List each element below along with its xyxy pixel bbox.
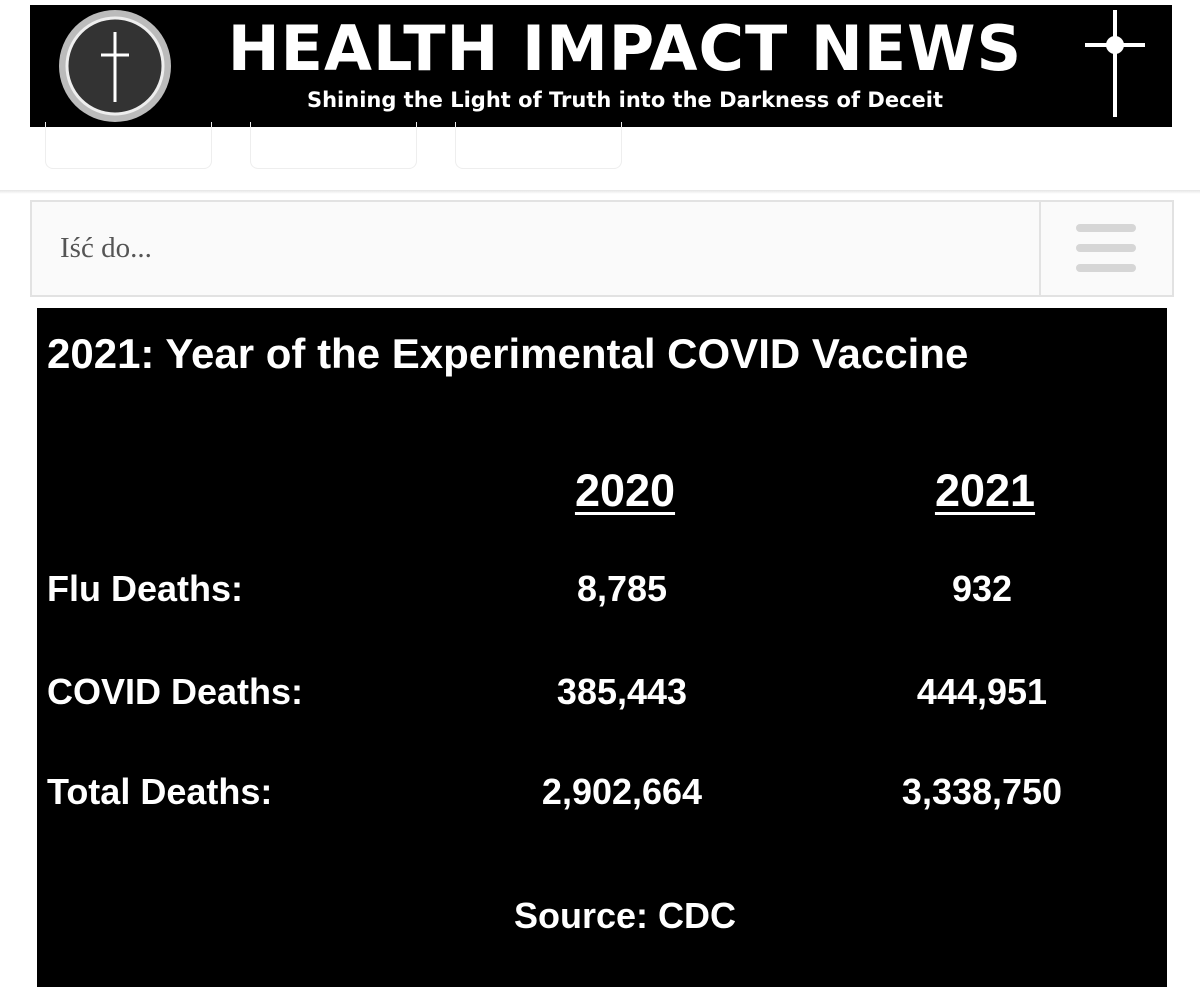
cell-value: 444,951 [916,671,1048,712]
source: Source: CDC [513,895,737,936]
row-label: COVID Deaths: [47,671,304,712]
divider [0,190,1200,194]
cell-value: 932 [951,568,1013,609]
table-title: 2021: Year of the Experimental COVID Vac… [47,330,969,377]
cell-value: 2,902,664 [541,771,703,812]
cell-value: 3,338,750 [901,771,1063,812]
site-title: HEALTH IMPACT NEWS [227,12,1023,85]
cell-value: 385,443 [556,671,688,712]
site-banner[interactable] [30,5,1172,127]
cell-value: 8,785 [576,568,668,609]
cross-star [1085,10,1145,117]
stats-panel [37,308,1167,987]
nav-dropdown[interactable] [30,200,1174,297]
row-label: Flu Deaths: [47,568,244,609]
share-button[interactable] [45,122,212,169]
menu-icon[interactable] [1076,224,1136,232]
nav-placeholder: Iść do... [60,232,152,264]
column-header: 2020 [574,465,676,516]
column-header: 2021 [934,465,1036,516]
share-button[interactable] [250,122,417,169]
tagline: Shining the Light of Truth into the Dark… [306,88,944,112]
share-button[interactable] [455,122,622,169]
logo [59,10,171,122]
nav-separator [1039,202,1041,295]
menu-icon[interactable] [1076,244,1136,252]
menu-icon[interactable] [1076,264,1136,272]
row-label: Total Deaths: [47,771,273,812]
